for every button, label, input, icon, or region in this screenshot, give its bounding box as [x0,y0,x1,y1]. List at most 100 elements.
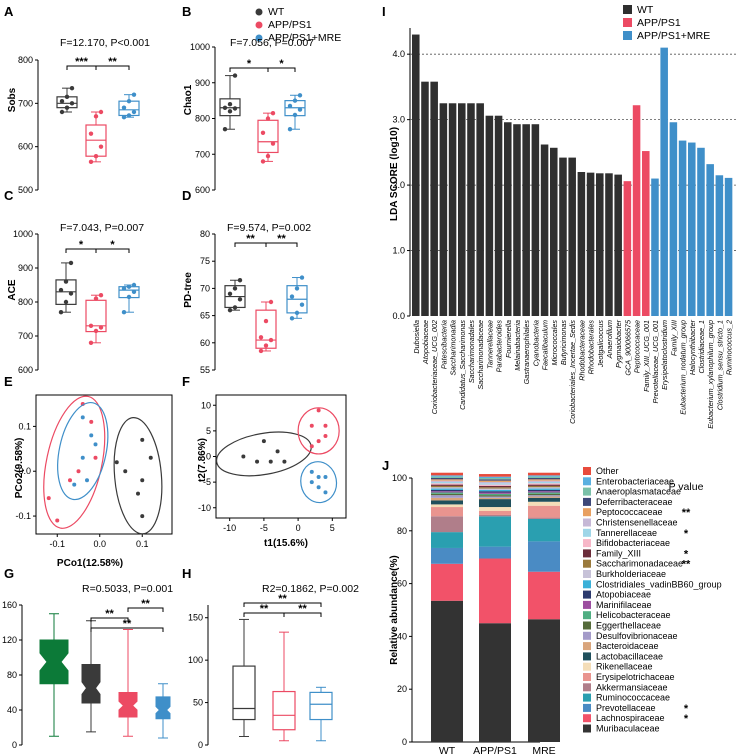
panel-j-stack-segment [528,480,560,482]
panel-j-legend-label: Muribaculaceae [596,724,660,734]
panel-j-stack-segment [528,517,560,519]
panel-b-data-point [260,130,266,135]
panel-i-bar [504,122,512,316]
panel-i-category-label: Halocynthiibacter [688,319,697,375]
panel-g-sig-label: ** [141,598,150,610]
panel-c-data-point [126,294,132,300]
panel-f-data-point [316,439,321,444]
panel-b-data-point [297,107,303,112]
panel-j-legend-swatch [583,652,591,661]
panel-a-data-point [131,92,137,97]
panel-j-category-label: APP/PS1 [473,745,517,756]
panel-g-sig-bracket [127,607,164,612]
panel-i-bar [586,172,595,316]
panel-i-bar [476,103,484,316]
panel-j-legend-swatch [583,631,591,640]
main-legend: WT APP/PS1 APP/PS1+MRE [255,6,341,44]
panel-d-data-point [289,294,295,299]
panel-i-category-label: Faecalibaculum [541,320,550,370]
panel-d-box [255,309,277,349]
panel-j-ytick-label: 20 [397,684,407,694]
panel-c-ytick-label: 1000 [13,229,33,239]
panel-j-legend-swatch [583,590,591,599]
panel-f-ytick-label: -10 [198,503,211,513]
panel-d-data-point [289,316,295,321]
panel-j-stack-segment [479,483,511,485]
panel-i-bar [678,140,687,316]
panel-i-bar [430,81,438,316]
panel-j-stack-segment [528,488,560,490]
panel-j-stack-segment [479,478,511,480]
panel-e-ytick-label: 0.0 [18,466,31,476]
panel-j-legend-label: Lactobacillaceae [596,651,663,661]
panel-j-stack-segment [431,504,463,508]
panel-j-legend-label: Clostridiales_vadinBB60_group [596,579,722,589]
panel-d-sig-label: ** [277,233,286,245]
panel-d-data-point [263,343,269,348]
panel-a-ylabel: Sobs [7,87,18,112]
panel-i-category-label: Candidatus_Saccharimonas [458,320,467,410]
panel-j-stack-segment [479,491,511,493]
panel-j-stack-segment [431,495,463,498]
panel-j-legend-label: Bifidobacteriaceae [596,538,670,548]
panel-letter-f: F [182,374,190,389]
panel-j-stack-segment [479,493,511,496]
panel-j-stack-segment [528,497,560,502]
panel-j-legend-swatch [583,611,591,620]
panel-c-data-point [98,293,104,298]
panel-j-stack-segment [528,571,560,620]
panel-i-category-label: Atopobiaceae [421,320,430,365]
panel-a-data-point [121,105,127,110]
panel-j-stack-segment [431,476,463,478]
panel-g-sig-label: ** [105,608,114,620]
panel-j-stack-segment [431,481,463,484]
panel-i-bar [660,47,668,317]
panel-i-bar [522,124,530,316]
panel-i-category-label: Melainabacteria [513,320,522,371]
panel-j-legend-label: Family_XIII [596,548,641,558]
panel-j-legend-pvalue: * [684,713,689,725]
panel-j-legend-swatch [583,662,591,671]
panel-e-ytick-label: 0.1 [18,421,31,431]
panel-f-data-point [323,490,328,495]
panel-a-data-point [126,113,132,118]
panel-i-category-label: Erysipelatoclostridium [660,320,669,390]
legend-app-label: APP/PS1 [268,19,312,31]
panel-b-sig-label: * [279,58,284,70]
panel-j-ytick-label: 100 [392,473,407,483]
panel-j-stack-segment [528,518,560,542]
panel-i-category-label: Jeotgalicoccus [596,320,605,369]
panel-d-data-point [263,318,269,324]
panel-i-category-label: Dubosiella [412,320,421,354]
panel-b-data-point [232,106,238,111]
panel-a-data-point [69,101,75,106]
panel-b-ylabel: Chao1 [183,84,194,115]
panel-e-data-point [68,478,72,483]
panel-i-category-label: Eubacterium_xylanophilum_group [706,320,715,429]
panel-j-stack-segment [431,547,463,564]
panel-i-ytick-label: 1.0 [392,246,405,256]
panel-i-category-label: Family_XIII_UCG_001 [642,320,651,392]
panel-e-data-point [55,518,60,523]
panel-j-ytick-label: 80 [397,526,407,536]
panel-d-data-point [268,299,274,305]
panel-f-data-point [241,454,246,459]
panel-e-ylabel: PCo2(9.58%) [14,438,25,499]
panel-j-stack-segment [479,507,511,511]
panel-a-data-point [98,144,104,149]
panel-i-bar [439,103,448,316]
panel-j-stack-segment [479,480,511,482]
panel-j-legend-label: Peptococcaceae [596,507,663,517]
panel-j-legend-swatch [583,714,591,723]
panel-g-sig-bracket [90,627,164,632]
panel-e-data-point [80,415,85,420]
panel-e-xtick-label: -0.1 [49,539,65,549]
panel-a-sig-label: *** [75,56,89,68]
panel-j-stack-segment [528,475,560,477]
panel-d-stat: F=9.574, P=0.002 [227,222,311,234]
lda-legend-wt-swatch [623,5,632,14]
panel-letter-e: E [4,374,13,389]
panel-i-ytick-label: 3.0 [392,115,405,125]
panel-j-legend-swatch [583,518,591,527]
panel-j-stack-segment [431,491,463,493]
